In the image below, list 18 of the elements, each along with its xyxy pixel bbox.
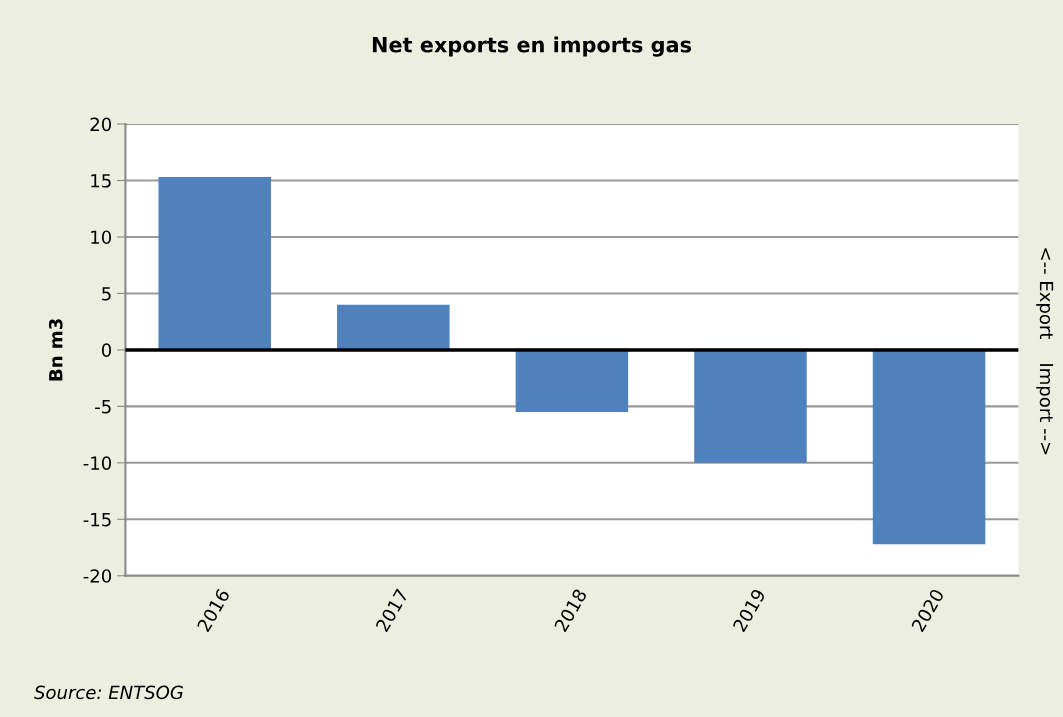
chart-title: Net exports en imports gas xyxy=(372,36,692,57)
y-tick-label: 20 xyxy=(90,117,112,132)
y-tick-label: -5 xyxy=(95,400,111,414)
source-note: Source: ENTSOG xyxy=(34,685,183,700)
y-tick-label: 5 xyxy=(102,287,111,301)
y-tick-label: -15 xyxy=(83,512,111,527)
y-axis-title: Bn m3 xyxy=(48,319,63,381)
y2-axis-title: <-- Export Import --> xyxy=(1036,248,1054,455)
bar xyxy=(337,304,450,350)
bar xyxy=(515,349,629,413)
y-tick-label: 10 xyxy=(91,230,112,245)
bar xyxy=(694,349,807,463)
y-tick-label: -10 xyxy=(83,456,112,470)
y-tick-label: -20 xyxy=(83,569,112,583)
bar xyxy=(872,349,986,545)
bar xyxy=(158,177,271,350)
y-tick-label: 0 xyxy=(101,343,112,358)
y-tick-label: 15 xyxy=(91,174,111,188)
